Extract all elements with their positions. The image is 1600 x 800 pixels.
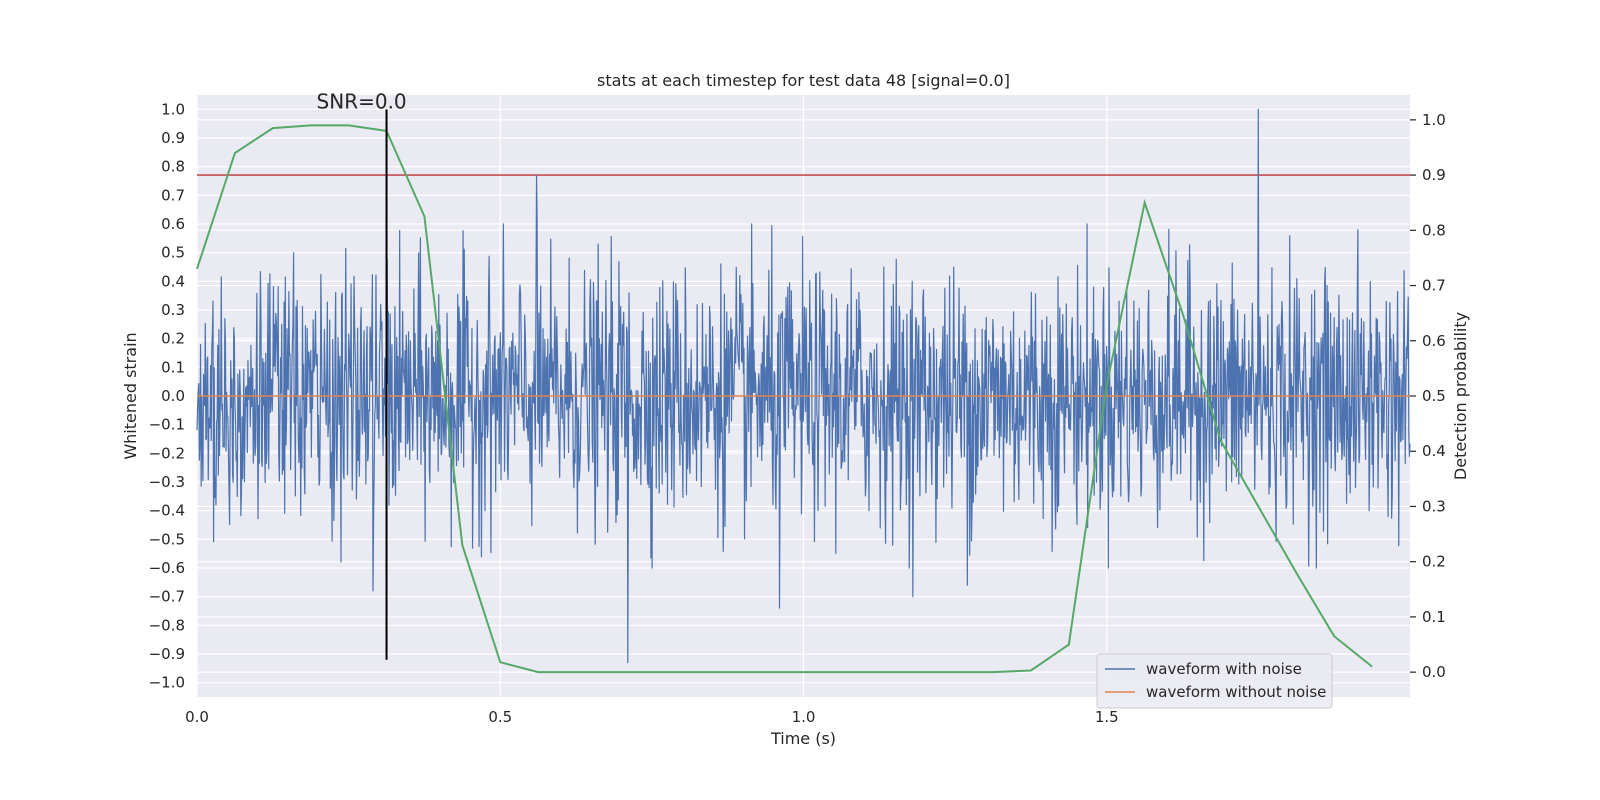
y-left-tick-label: −0.2: [149, 444, 185, 462]
y-left-tick-label: 0.9: [161, 129, 185, 147]
legend: waveform with noise waveform without noi…: [1096, 653, 1333, 709]
y-left-tick-label: 0.3: [161, 301, 185, 319]
y-left-tick-label: 0.0: [161, 387, 185, 405]
y-right-tick-label: 0.0: [1422, 663, 1446, 681]
y-left-tick-label: 0.2: [161, 330, 185, 348]
y-left-tick-label: −0.8: [149, 616, 185, 634]
x-tick-label: 0.5: [488, 708, 512, 726]
y-axis-label-right: Detection probability: [1451, 312, 1470, 480]
y-left-tick-label: 0.7: [161, 186, 185, 204]
y-left-tick-label: −0.5: [149, 530, 185, 548]
y-right-tick-label: 0.9: [1422, 166, 1446, 184]
x-tick-label: 1.5: [1095, 708, 1119, 726]
y-left-tick-label: 1.0: [161, 100, 185, 118]
legend-label-noise: waveform with noise: [1146, 660, 1302, 678]
x-axis-ticks: 0.0 0.5 1.0 1.5: [185, 708, 1119, 726]
y-right-tick-label: 0.3: [1422, 497, 1446, 515]
y-left-tick-label: 0.1: [161, 358, 185, 376]
legend-label-clean: waveform without noise: [1146, 683, 1326, 701]
x-tick-label: 0.0: [185, 708, 209, 726]
y-left-tick-label: −0.7: [149, 588, 185, 606]
y-left-tick-label: −0.1: [149, 416, 185, 434]
legend-box: [1096, 653, 1333, 709]
series-line-waveform-with-noise: [196, 108, 1411, 664]
left-axis-ticks: 1.0 0.9 0.8 0.7 0.6 0.5 0.4 0.3 0.2 0.1 0.0 −0.1 −0.…: [149, 100, 185, 691]
y-right-tick-label: 0.7: [1422, 277, 1446, 295]
snr-annotation: SNR=0.0: [317, 89, 407, 113]
y-right-tick-label: 0.4: [1422, 442, 1446, 460]
y-right-tick-label: 0.2: [1422, 553, 1446, 571]
x-axis-label: Time (s): [770, 729, 836, 748]
right-axis-ticks: 1.0 0.9 0.8 0.7 0.6 0.5 0.4 0.3 0.2 0.1 0.0: [1410, 111, 1446, 681]
y-axis-label-left: Whitened strain: [121, 332, 140, 459]
y-left-tick-label: −0.3: [149, 473, 185, 491]
x-tick-label: 1.0: [792, 708, 816, 726]
y-left-tick-label: 0.4: [161, 272, 185, 290]
y-left-tick-label: 0.5: [161, 244, 185, 262]
y-left-tick-label: 0.6: [161, 215, 185, 233]
series-layer: [196, 108, 1411, 674]
y-right-tick-label: 0.1: [1422, 608, 1446, 626]
y-left-tick-label: −0.9: [149, 645, 185, 663]
chart-title: stats at each timestep for test data 48 …: [597, 71, 1010, 90]
series-line-detection-probability: [196, 124, 1373, 674]
y-left-tick-label: −1.0: [149, 674, 185, 692]
y-right-tick-label: 0.8: [1422, 221, 1446, 239]
y-right-tick-label: 1.0: [1422, 111, 1446, 129]
y-right-tick-label: 0.5: [1422, 387, 1446, 405]
y-left-tick-label: 0.8: [161, 158, 185, 176]
y-left-tick-label: −0.6: [149, 559, 185, 577]
y-right-tick-label: 0.6: [1422, 332, 1446, 350]
y-left-tick-label: −0.4: [149, 502, 185, 520]
